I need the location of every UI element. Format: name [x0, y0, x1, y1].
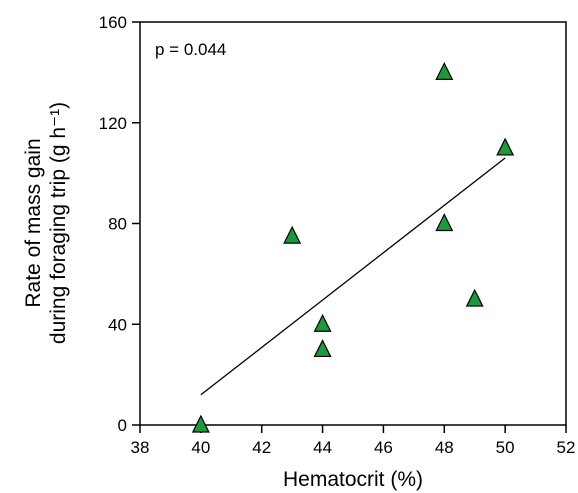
data-point [313, 313, 332, 332]
x-tick-label: 42 [252, 438, 271, 457]
x-tick-label: 46 [374, 438, 393, 457]
y-axis-title-line1: Rate of mass gain [22, 138, 45, 307]
y-tick-label: 80 [108, 215, 127, 234]
x-tick-label: 48 [435, 438, 454, 457]
data-point [191, 414, 210, 433]
data-point [496, 137, 515, 156]
data-point [435, 62, 454, 80]
data-point [465, 288, 484, 307]
x-axis-title: Hematocrit (%) [283, 468, 423, 491]
x-tick-label: 50 [496, 438, 515, 457]
y-tick-label: 160 [99, 13, 127, 32]
data-point [283, 225, 302, 244]
trend-line [200, 157, 506, 396]
plot-frame [139, 21, 567, 426]
y-tick-label: 40 [108, 315, 127, 334]
data-point [435, 213, 454, 232]
y-axis-title-line2: during foraging trip (g h⁻¹) [47, 102, 70, 344]
data-point [313, 339, 332, 358]
x-tick-label: 44 [313, 438, 332, 457]
x-axis-tick-labels: 38 40 42 44 46 48 50 52 [131, 438, 576, 457]
x-tick-label: 38 [131, 438, 150, 457]
x-tick-label: 52 [557, 438, 576, 457]
data-points [191, 62, 515, 433]
x-tick-label: 40 [191, 438, 210, 457]
y-axis-tick-labels: 0 40 80 120 160 [99, 13, 127, 435]
y-tick-label: 120 [99, 114, 127, 133]
y-tick-label: 0 [118, 416, 127, 435]
y-axis-ticks [132, 21, 140, 426]
p-value-annotation: p = 0.044 [155, 40, 226, 59]
